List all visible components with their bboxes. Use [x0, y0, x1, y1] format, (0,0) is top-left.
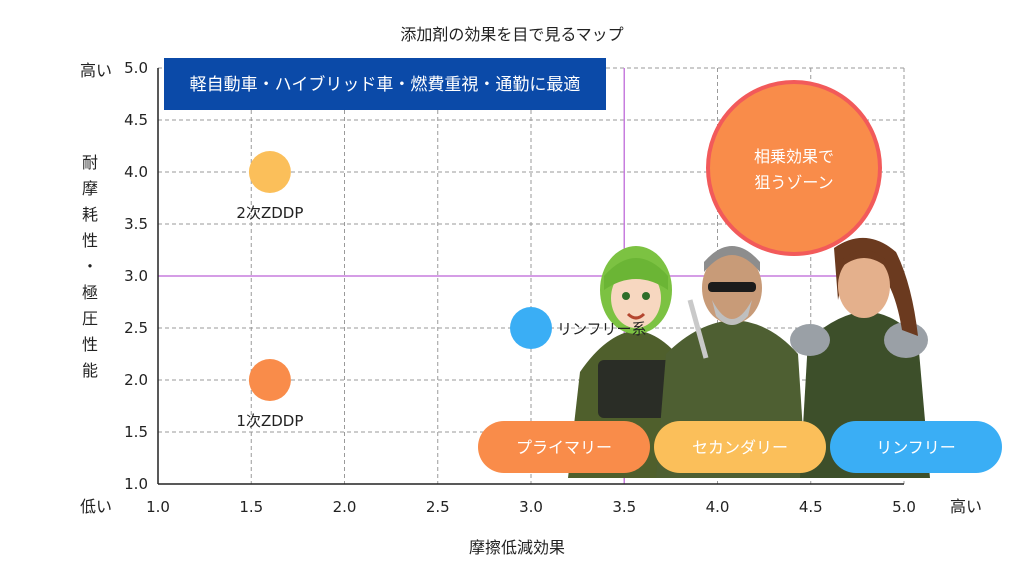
chart-title: 添加剤の効果を目で見るマップ	[400, 25, 623, 44]
synergy-zone-text-line1: 相乗効果で	[754, 147, 834, 166]
x-tick-label: 1.5	[239, 498, 263, 516]
y-high-label: 高い	[80, 61, 112, 80]
x-axis-title: 摩擦低減効果	[469, 538, 565, 557]
y-tick-label: 3.5	[124, 215, 148, 233]
data-point-label: リンフリー系	[557, 320, 647, 338]
y-tick-label: 3.0	[124, 267, 148, 285]
data-point-label: 1次ZDDP	[236, 412, 303, 430]
legend-pill	[830, 421, 1002, 473]
legend-pills: プライマリー セカンダリー リンフリー	[478, 421, 1002, 473]
data-point	[248, 151, 291, 193]
legend-pill-label: プライマリー	[516, 438, 612, 457]
x-tick-label: 3.5	[612, 498, 636, 516]
synergy-zone-circle	[706, 80, 882, 256]
x-tick-label: 4.5	[799, 498, 823, 516]
y-tick-label: 4.5	[124, 111, 148, 129]
top-banner-text: 軽自動車・ハイブリッド車・燃費重視・通勤に最適	[190, 74, 581, 95]
x-tick-label: 4.0	[706, 498, 730, 516]
x-tick-label: 3.0	[519, 498, 543, 516]
top-banner	[164, 58, 606, 110]
data-point-label: 2次ZDDP	[236, 204, 303, 222]
legend-pill	[478, 421, 650, 473]
data-point	[510, 307, 552, 349]
y-tick-label: 2.5	[124, 319, 148, 337]
x-tick-label: 1.0	[146, 498, 170, 516]
y-tick-label: 2.0	[124, 371, 148, 389]
y-tick-labels: 1.0 1.5 2.0 2.5 3.0 3.5 4.0 4.5 5.0	[124, 59, 148, 493]
x-tick-label: 5.0	[892, 498, 916, 516]
legend-pill-label: セカンダリー	[692, 438, 788, 457]
legend-pill	[654, 421, 826, 473]
y-tick-label: 1.5	[124, 423, 148, 441]
x-tick-label: 2.0	[333, 498, 357, 516]
x-tick-label: 2.5	[426, 498, 450, 516]
y-tick-label: 5.0	[124, 59, 148, 77]
data-point	[248, 359, 291, 401]
x-low-label: 低い	[80, 497, 112, 516]
synergy-zone-text-line2: 狙うゾーン	[754, 173, 833, 192]
data-points: 2次ZDDP 1次ZDDP リンフリー系	[236, 151, 647, 430]
y-tick-label: 1.0	[124, 475, 148, 493]
y-axis-title-text: 耐摩耗性・極圧性能	[82, 153, 98, 380]
x-high-label: 高い	[950, 497, 982, 516]
x-tick-labels: 1.0 1.5 2.0 2.5 3.0 3.5 4.0 4.5 5.0	[146, 498, 916, 516]
y-axis-title: 耐摩耗性・極圧性能	[82, 153, 98, 380]
legend-pill-label: リンフリー	[876, 438, 956, 457]
y-tick-label: 4.0	[124, 163, 148, 181]
